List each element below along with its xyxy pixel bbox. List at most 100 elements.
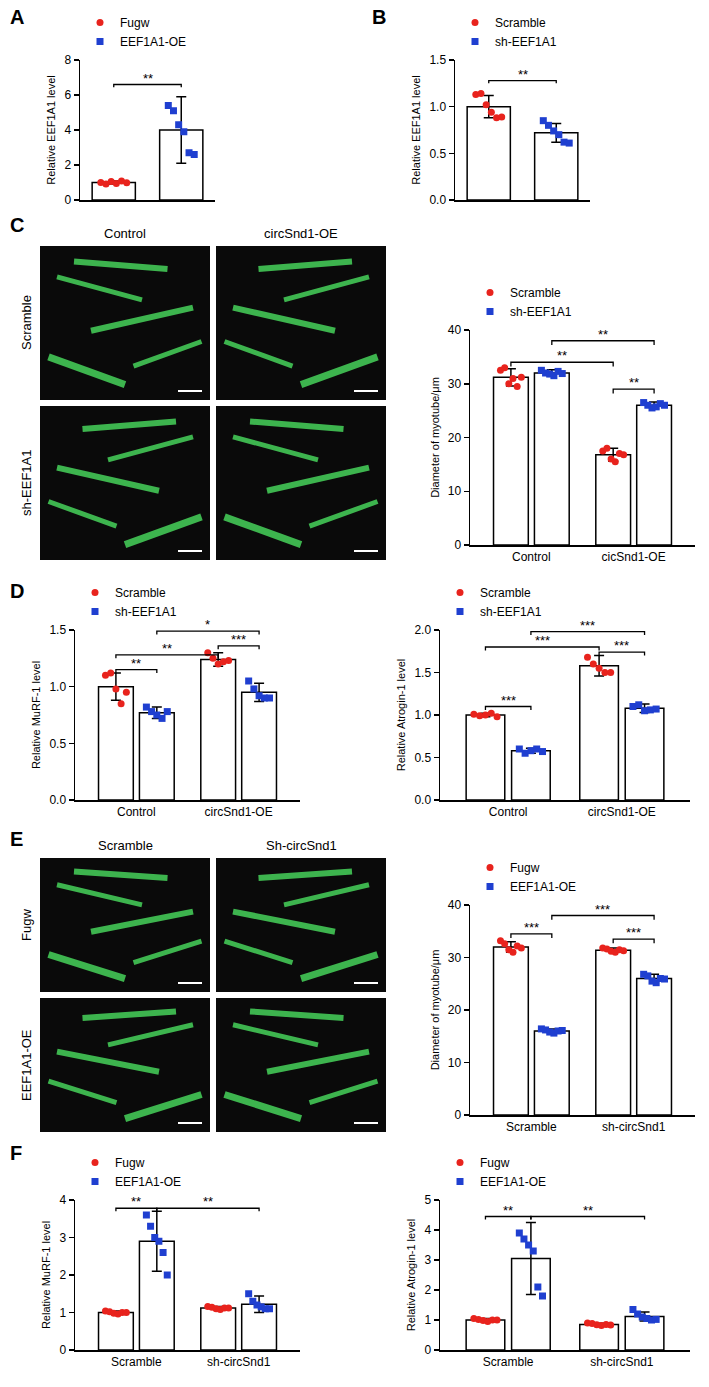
svg-text:Relative Atrogin-1 level: Relative Atrogin-1 level: [405, 1219, 417, 1332]
svg-text:0: 0: [424, 1343, 431, 1357]
svg-text:Scramble: Scramble: [111, 1355, 162, 1369]
svg-text:2: 2: [59, 1268, 66, 1282]
svg-text:Control: Control: [117, 805, 156, 819]
svg-text:Relative MuRF-1 level: Relative MuRF-1 level: [30, 661, 42, 769]
svg-text:sh-circSnd1: sh-circSnd1: [602, 1120, 666, 1134]
svg-text:0.0: 0.0: [49, 793, 66, 807]
svg-text:Control: Control: [512, 550, 551, 564]
svg-text:***: ***: [614, 638, 629, 653]
svg-text:30: 30: [448, 377, 462, 391]
svg-text:EEF1A1-OE: EEF1A1-OE: [480, 1175, 546, 1189]
svg-text:10: 10: [448, 484, 462, 498]
svg-text:0.0: 0.0: [429, 193, 446, 207]
svg-text:Scramble: Scramble: [19, 295, 34, 350]
svg-text:4: 4: [424, 1223, 431, 1237]
svg-text:2: 2: [424, 1283, 431, 1297]
svg-text:4: 4: [59, 1193, 66, 1207]
svg-text:B: B: [372, 6, 386, 28]
svg-text:Control: Control: [104, 226, 146, 241]
svg-text:E: E: [10, 828, 23, 850]
svg-text:**: **: [143, 71, 153, 86]
svg-text:Relative MuRF-1 level: Relative MuRF-1 level: [40, 1221, 52, 1329]
svg-text:Scramble: Scramble: [98, 838, 153, 853]
svg-text:0.0: 0.0: [414, 793, 431, 807]
svg-text:Fugw: Fugw: [115, 1156, 145, 1170]
svg-text:1.5: 1.5: [49, 623, 66, 637]
svg-text:***: ***: [501, 693, 516, 708]
svg-text:Relative Atrogin-1 level: Relative Atrogin-1 level: [395, 659, 407, 772]
svg-text:F: F: [10, 1142, 22, 1164]
svg-text:3: 3: [424, 1253, 431, 1267]
svg-text:4: 4: [64, 123, 71, 137]
svg-text:**: **: [162, 641, 172, 656]
svg-text:***: ***: [626, 925, 641, 940]
svg-text:Relative EEF1A1 level: Relative EEF1A1 level: [45, 75, 57, 184]
svg-text:circSnd1-OE: circSnd1-OE: [588, 805, 656, 819]
svg-text:20: 20: [448, 1003, 462, 1017]
svg-text:**: **: [131, 1194, 141, 1209]
svg-text:**: **: [203, 1194, 213, 1209]
svg-text:Fugw: Fugw: [510, 861, 540, 875]
svg-text:0: 0: [454, 1108, 461, 1122]
svg-text:A: A: [10, 6, 24, 28]
svg-text:Diameter of myotube/μm: Diameter of myotube/μm: [429, 950, 441, 1071]
svg-text:sh-EEF1A1: sh-EEF1A1: [480, 605, 542, 619]
svg-text:6: 6: [64, 88, 71, 102]
svg-text:Scramble: Scramble: [510, 286, 561, 300]
svg-text:EEF1A1-OE: EEF1A1-OE: [115, 1175, 181, 1189]
svg-text:Sh-circSnd1: Sh-circSnd1: [266, 838, 337, 853]
svg-text:***: ***: [524, 920, 539, 935]
svg-text:**: **: [598, 327, 608, 342]
svg-text:Scramble: Scramble: [506, 1120, 557, 1134]
svg-text:EEF1A1-OE: EEF1A1-OE: [120, 35, 186, 49]
svg-text:3: 3: [59, 1231, 66, 1245]
svg-text:circSnd1-OE: circSnd1-OE: [205, 805, 273, 819]
svg-text:0.5: 0.5: [414, 751, 431, 765]
svg-text:30: 30: [448, 951, 462, 965]
svg-text:Relative EEF1A1 level: Relative EEF1A1 level: [410, 75, 422, 184]
svg-text:C: C: [10, 214, 24, 236]
svg-text:*: *: [205, 617, 210, 632]
svg-text:0: 0: [454, 538, 461, 552]
svg-text:0: 0: [64, 193, 71, 207]
svg-text:***: ***: [580, 618, 595, 633]
svg-text:Scramble: Scramble: [480, 586, 531, 600]
svg-text:***: ***: [535, 633, 550, 648]
svg-text:40: 40: [448, 323, 462, 337]
svg-text:1.0: 1.0: [414, 708, 431, 722]
svg-text:5: 5: [424, 1193, 431, 1207]
svg-text:**: **: [629, 375, 639, 390]
svg-text:sh-EEF1A1: sh-EEF1A1: [115, 605, 177, 619]
svg-text:2: 2: [64, 158, 71, 172]
svg-text:**: **: [583, 1203, 593, 1218]
svg-text:Scramble: Scramble: [483, 1355, 534, 1369]
svg-text:Scramble: Scramble: [115, 586, 166, 600]
svg-text:0.5: 0.5: [429, 147, 446, 161]
svg-text:0.5: 0.5: [49, 737, 66, 751]
svg-text:1: 1: [424, 1313, 431, 1327]
svg-text:Diameter of myotube/μm: Diameter of myotube/μm: [429, 377, 441, 498]
svg-text:sh-circSnd1: sh-circSnd1: [207, 1355, 271, 1369]
svg-text:sh-EEF1A1: sh-EEF1A1: [19, 450, 34, 516]
svg-text:circSnd1-OE: circSnd1-OE: [264, 226, 338, 241]
svg-text:1.0: 1.0: [429, 100, 446, 114]
svg-text:0: 0: [59, 1343, 66, 1357]
svg-text:**: **: [503, 1203, 513, 1218]
svg-text:Fugw: Fugw: [120, 16, 150, 30]
svg-text:cicSnd1-OE: cicSnd1-OE: [602, 550, 666, 564]
svg-text:sh-EEF1A1: sh-EEF1A1: [510, 305, 572, 319]
svg-text:2.0: 2.0: [414, 623, 431, 637]
svg-text:10: 10: [448, 1056, 462, 1070]
svg-text:40: 40: [448, 898, 462, 912]
svg-text:sh-EEF1A1: sh-EEF1A1: [495, 35, 557, 49]
svg-text:sh-circSnd1: sh-circSnd1: [590, 1355, 654, 1369]
svg-text:**: **: [518, 67, 528, 82]
svg-text:D: D: [10, 580, 24, 602]
svg-text:Scramble: Scramble: [495, 16, 546, 30]
svg-text:**: **: [557, 348, 567, 363]
svg-text:**: **: [131, 656, 141, 671]
svg-text:***: ***: [231, 632, 246, 647]
svg-text:***: ***: [595, 902, 610, 917]
svg-text:Fugw: Fugw: [19, 909, 34, 941]
svg-text:EEF1A1-OE: EEF1A1-OE: [510, 880, 576, 894]
